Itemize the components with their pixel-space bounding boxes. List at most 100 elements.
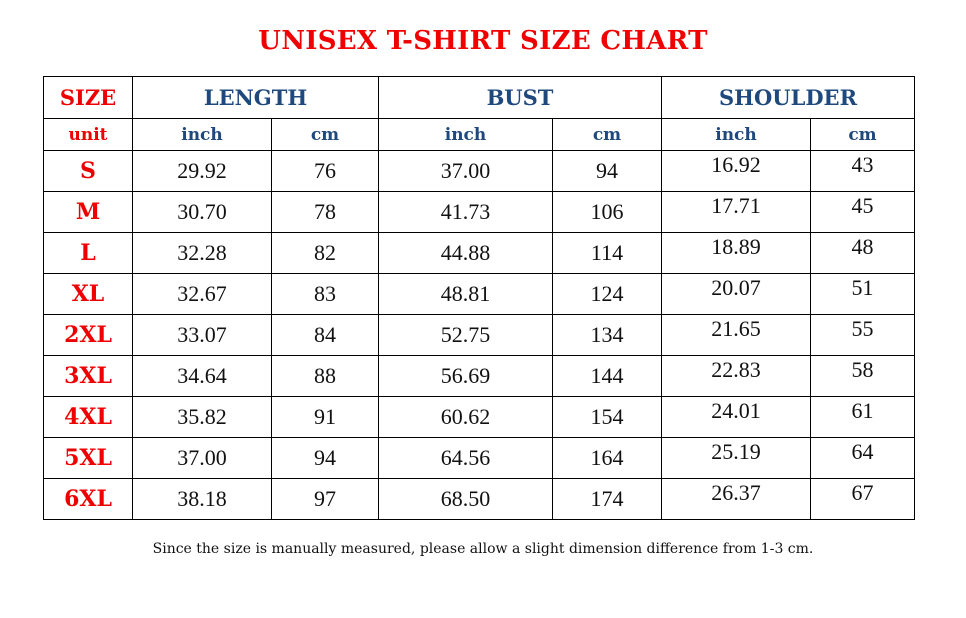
cell-shoulder-cm: 64	[810, 437, 915, 479]
cell-shoulder-in: 26.37	[661, 478, 811, 520]
header-shoulder: SHOULDER	[661, 76, 915, 119]
cell-value: 55	[851, 316, 874, 341]
cell-shoulder-cm: 48	[810, 232, 915, 274]
cell-shoulder-cm: 51	[810, 273, 915, 315]
unit-shoulder-cm: cm	[810, 118, 915, 151]
cell-value: 21.65	[711, 316, 761, 341]
cell-length-cm: 91	[271, 396, 379, 438]
cell-shoulder-in: 16.92	[661, 150, 811, 192]
cell-size: L	[43, 232, 133, 274]
cell-value: 43	[851, 152, 874, 177]
cell-value: 61	[851, 398, 874, 423]
cell-bust-in: 56.69	[378, 355, 553, 397]
cell-bust-in: 52.75	[378, 314, 553, 356]
cell-shoulder-in: 24.01	[661, 396, 811, 438]
unit-length-inch: inch	[132, 118, 272, 151]
cell-bust-in: 41.73	[378, 191, 553, 233]
table-row: 6XL 38.18 97 68.50 174 26.37 67	[43, 478, 915, 520]
cell-length-cm: 94	[271, 437, 379, 479]
cell-value: 16.92	[711, 152, 761, 177]
cell-bust-cm: 124	[552, 273, 662, 315]
cell-value: 18.89	[711, 234, 761, 259]
unit-row: unit inch cm inch cm inch cm	[43, 118, 915, 151]
header-length: LENGTH	[132, 76, 379, 119]
cell-shoulder-in: 17.71	[661, 191, 811, 233]
cell-length-in: 30.70	[132, 191, 272, 233]
cell-value: 20.07	[711, 275, 761, 300]
table-row: 5XL 37.00 94 64.56 164 25.19 64	[43, 437, 915, 479]
cell-shoulder-cm: 55	[810, 314, 915, 356]
cell-value: 25.19	[711, 439, 761, 464]
cell-length-in: 37.00	[132, 437, 272, 479]
unit-label: unit	[43, 118, 133, 151]
cell-length-cm: 76	[271, 150, 379, 192]
cell-bust-cm: 114	[552, 232, 662, 274]
cell-length-cm: 97	[271, 478, 379, 520]
cell-shoulder-in: 20.07	[661, 273, 811, 315]
header-bust: BUST	[378, 76, 662, 119]
cell-bust-cm: 174	[552, 478, 662, 520]
table-row: L 32.28 82 44.88 114 18.89 48	[43, 232, 915, 274]
cell-size: XL	[43, 273, 133, 315]
cell-length-in: 33.07	[132, 314, 272, 356]
cell-shoulder-cm: 43	[810, 150, 915, 192]
cell-bust-cm: 164	[552, 437, 662, 479]
cell-size: 3XL	[43, 355, 133, 397]
cell-bust-cm: 154	[552, 396, 662, 438]
cell-size: 4XL	[43, 396, 133, 438]
cell-bust-in: 64.56	[378, 437, 553, 479]
cell-length-in: 32.28	[132, 232, 272, 274]
cell-shoulder-cm: 45	[810, 191, 915, 233]
cell-value: 26.37	[711, 480, 761, 505]
cell-size: 5XL	[43, 437, 133, 479]
cell-bust-cm: 106	[552, 191, 662, 233]
cell-bust-cm: 144	[552, 355, 662, 397]
cell-size: S	[43, 150, 133, 192]
cell-length-in: 38.18	[132, 478, 272, 520]
cell-shoulder-in: 22.83	[661, 355, 811, 397]
cell-bust-in: 68.50	[378, 478, 553, 520]
cell-value: 64	[851, 439, 874, 464]
cell-length-in: 32.67	[132, 273, 272, 315]
cell-value: 51	[851, 275, 874, 300]
cell-shoulder-in: 21.65	[661, 314, 811, 356]
cell-value: 22.83	[711, 357, 761, 382]
cell-shoulder-cm: 58	[810, 355, 915, 397]
cell-bust-cm: 94	[552, 150, 662, 192]
cell-value: 58	[851, 357, 874, 382]
cell-size: 6XL	[43, 478, 133, 520]
cell-bust-in: 44.88	[378, 232, 553, 274]
cell-value: 17.71	[711, 193, 761, 218]
cell-shoulder-in: 18.89	[661, 232, 811, 274]
table-row: M 30.70 78 41.73 106 17.71 45	[43, 191, 915, 233]
measurement-note: Since the size is manually measured, ple…	[152, 541, 814, 557]
cell-value: 67	[851, 480, 874, 505]
cell-length-cm: 84	[271, 314, 379, 356]
size-chart-table: SIZE LENGTH BUST SHOULDER unit inch cm i…	[43, 76, 915, 520]
table-row: 4XL 35.82 91 60.62 154 24.01 61	[43, 396, 915, 438]
header-size: SIZE	[43, 76, 133, 119]
cell-length-cm: 78	[271, 191, 379, 233]
cell-size: 2XL	[43, 314, 133, 356]
table-row: 2XL 33.07 84 52.75 134 21.65 55	[43, 314, 915, 356]
unit-shoulder-inch: inch	[661, 118, 811, 151]
cell-value: 24.01	[711, 398, 761, 423]
cell-value: 45	[851, 193, 874, 218]
table-row: 3XL 34.64 88 56.69 144 22.83 58	[43, 355, 915, 397]
unit-length-cm: cm	[271, 118, 379, 151]
cell-bust-cm: 134	[552, 314, 662, 356]
cell-length-cm: 82	[271, 232, 379, 274]
cell-length-cm: 88	[271, 355, 379, 397]
cell-length-in: 34.64	[132, 355, 272, 397]
cell-length-in: 35.82	[132, 396, 272, 438]
header-row: SIZE LENGTH BUST SHOULDER	[43, 76, 915, 119]
cell-shoulder-cm: 67	[810, 478, 915, 520]
cell-bust-in: 60.62	[378, 396, 553, 438]
table-row: XL 32.67 83 48.81 124 20.07 51	[43, 273, 915, 315]
cell-value: 48	[851, 234, 874, 259]
cell-length-cm: 83	[271, 273, 379, 315]
cell-shoulder-cm: 61	[810, 396, 915, 438]
cell-shoulder-in: 25.19	[661, 437, 811, 479]
cell-size: M	[43, 191, 133, 233]
cell-length-in: 29.92	[132, 150, 272, 192]
